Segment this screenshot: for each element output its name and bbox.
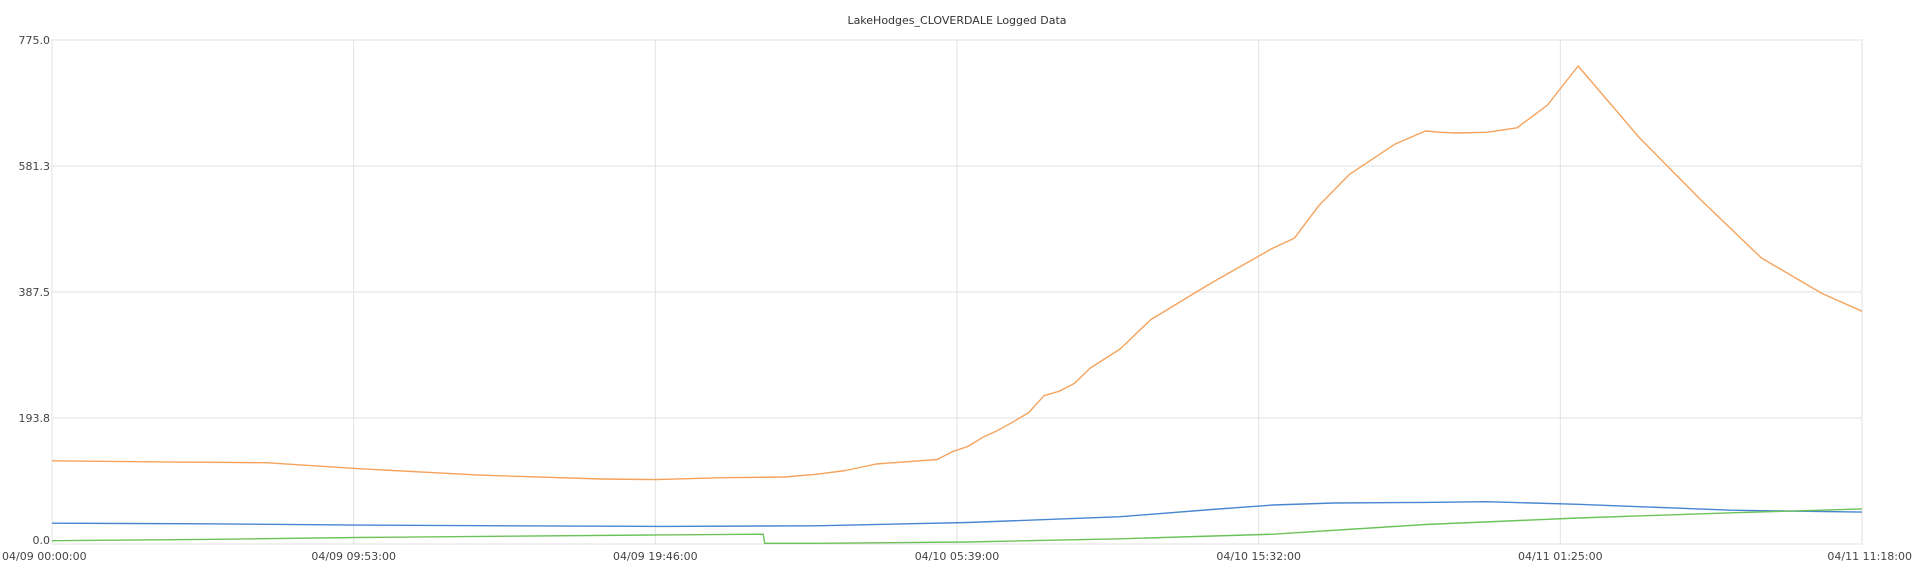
x-tick-label: 04/09 00:00:00: [2, 550, 87, 563]
x-tick-label: 04/10 05:39:00: [915, 550, 1000, 563]
series-layer: [51, 65, 1863, 544]
y-tick-label: 0.0: [33, 534, 51, 547]
y-axis-labels: 0.0 193.8 387.5 581.3 775.0: [19, 34, 51, 547]
y-tick-label: 387.5: [19, 286, 51, 299]
x-tick-label: 04/11 01:25:00: [1518, 550, 1603, 563]
x-gridlines: [51, 40, 1863, 544]
chart-title: LakeHodges_CLOVERDALE Logged Data: [847, 14, 1066, 27]
x-tick-label: 04/10 15:32:00: [1216, 550, 1301, 563]
series-line-3: [51, 508, 1863, 544]
series-line-2: [51, 501, 1863, 528]
x-axis-labels: 04/09 00:00:00 04/09 09:53:00 04/09 19:46:…: [2, 550, 1912, 563]
series-line-1: [51, 65, 1863, 481]
x-tick-label: 04/09 09:53:00: [311, 550, 396, 563]
x-tick-label: 04/11 11:18:00: [1827, 550, 1912, 563]
y-tick-label: 581.3: [19, 160, 51, 173]
y-tick-label: 775.0: [19, 34, 51, 47]
x-tick-label: 04/09 19:46:00: [613, 550, 698, 563]
y-tick-label: 193.8: [19, 412, 51, 425]
